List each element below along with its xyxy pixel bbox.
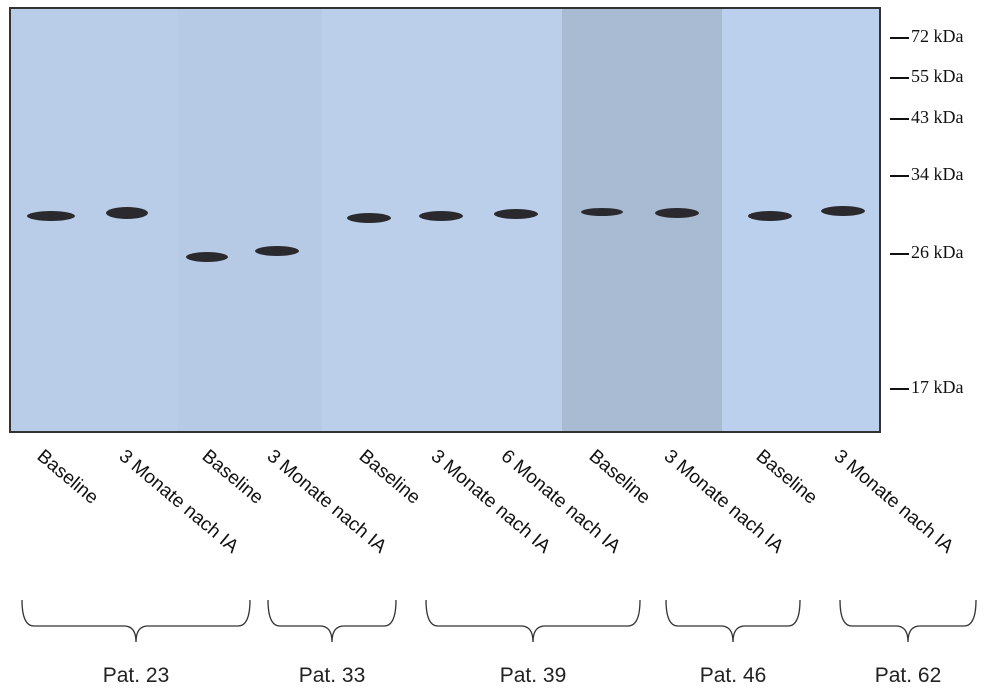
brace: [268, 600, 396, 642]
group-labels: Pat. 23 Pat. 33 Pat. 39 Pat. 46 Pat. 62: [22, 600, 976, 687]
brace: [426, 600, 640, 642]
brace: [22, 600, 250, 642]
lane-label: 3 Monate nach IA: [830, 446, 958, 558]
lane-label: Baseline: [355, 446, 424, 509]
marker-label: 17 kDa: [911, 377, 964, 397]
lane-label: Baseline: [585, 446, 654, 509]
marker-label: 34 kDa: [911, 164, 964, 184]
figure: 72 kDa 55 kDa 43 kDa 34 kDa 26 kDa 17 kDa Bas…: [0, 0, 1001, 692]
band: [255, 246, 299, 256]
group-label: Pat. 33: [299, 664, 366, 687]
band: [106, 207, 148, 219]
lane-label: Baseline: [33, 446, 102, 509]
band: [655, 208, 699, 218]
lane-label: Baseline: [198, 446, 267, 509]
panel: [722, 8, 880, 432]
markers: 72 kDa 55 kDa 43 kDa 34 kDa 26 kDa 17 kDa: [890, 26, 964, 397]
band: [748, 211, 792, 221]
group-label: Pat. 62: [875, 664, 942, 687]
band: [186, 252, 228, 262]
band: [347, 213, 391, 223]
panel: [562, 8, 722, 432]
group-label: Pat. 23: [103, 664, 170, 687]
marker-label: 55 kDa: [911, 66, 964, 86]
brace: [840, 600, 976, 642]
group-label: Pat. 39: [500, 664, 567, 687]
lane-label: Baseline: [752, 446, 821, 509]
band: [419, 211, 463, 221]
blot: [10, 8, 880, 432]
marker-label: 43 kDa: [911, 107, 964, 127]
lane-label: 3 Monate nach IA: [427, 446, 555, 558]
band: [27, 211, 75, 221]
marker-label: 26 kDa: [911, 242, 964, 262]
band: [821, 206, 865, 216]
panel: [178, 8, 322, 432]
marker-label: 72 kDa: [911, 26, 964, 46]
brace: [666, 600, 800, 642]
group-label: Pat. 46: [700, 664, 767, 687]
band: [494, 209, 538, 219]
band: [581, 208, 623, 216]
